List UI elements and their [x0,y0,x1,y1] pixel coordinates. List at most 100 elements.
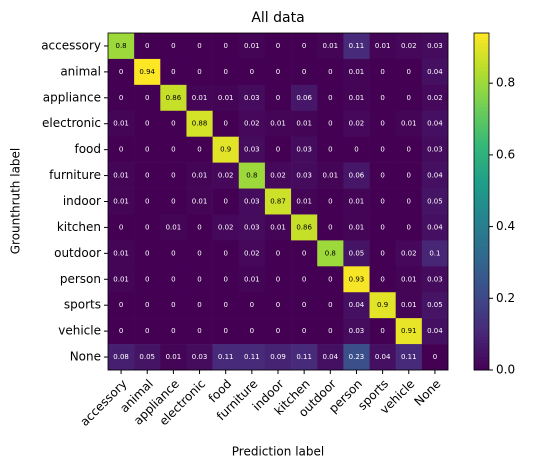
cell-label: 0 [171,68,175,76]
cell [134,292,161,319]
cell-label: 0.93 [349,275,365,283]
cell [186,110,213,137]
cell [238,84,266,112]
colorbar-tick-label: 0.4 [496,219,515,233]
colorbar-segment [474,305,489,310]
colorbar-segment [474,275,489,280]
cell-label: 0.01 [166,223,182,231]
colorbar-segment [474,221,489,226]
cell-label: 0.02 [401,42,417,50]
cell [212,84,240,112]
colorbar-segment [474,113,489,118]
cell-label: 0 [171,327,175,335]
cell [238,162,266,189]
cell-label: 0.01 [192,94,208,102]
y-tick-label: kitchen [57,220,101,234]
cell-label: 0 [276,42,280,50]
cell-label: 0.02 [427,94,443,102]
cell-label: 0 [407,223,411,231]
cell [291,33,318,60]
cell [186,84,213,112]
cell [291,318,318,345]
y-tick-label: appliance [43,90,101,104]
cell-label: 0.06 [296,94,312,102]
cell-label: 0 [276,68,280,76]
cell [317,136,344,163]
cell-label: 0 [302,301,306,309]
cell [395,214,423,241]
cell-label: 0 [223,301,227,309]
cell [264,344,292,371]
colorbar-segment [474,107,489,112]
cell-label: 0 [250,301,254,309]
cell [212,266,240,293]
cell-label: 0.01 [349,223,365,231]
y-tick-label: None [70,350,101,364]
colorbar-segment [474,312,489,317]
cell [369,292,396,319]
cell [264,162,292,189]
colorbar-segment [474,134,489,138]
y-tick-label: accessory [41,38,101,52]
cell [134,136,161,163]
cell [134,240,161,267]
cell [134,162,161,189]
colorbar-segment [474,164,489,169]
colorbar-segment [474,322,489,327]
colorbar-segment [474,43,489,47]
cell-label: 0.01 [401,275,417,283]
cell-label: 0.01 [349,198,365,206]
colorbar-segment [474,363,489,368]
cell-label: 0 [197,42,201,50]
cell [369,240,396,267]
colorbar-segment [474,265,489,270]
cell-label: 0 [223,68,227,76]
y-tick-label: outdoor [54,246,101,260]
cell [369,110,396,137]
colorbar-segment [474,214,489,219]
cell [134,33,161,60]
cell-label: 0.03 [244,198,260,206]
cell-label: 0 [171,172,175,180]
cell-label: 0.01 [113,120,129,128]
colorbar-segment [474,157,489,162]
cell-label: 0 [380,172,384,180]
cell-label: 0 [380,120,384,128]
cell-label: 0.9 [377,301,388,309]
cell-label: 0.11 [401,353,417,361]
cell [421,318,449,345]
cell [317,240,344,267]
colorbar-segment [474,309,489,314]
cell [395,188,423,215]
cell [421,240,449,267]
colorbar-segment [474,235,489,240]
cell [317,344,344,371]
cell [108,136,135,163]
cell [421,33,449,60]
colorbar-segment [474,66,489,71]
cell [212,162,240,189]
colorbar-segment [474,349,489,354]
cell [264,33,292,60]
cell [291,292,318,319]
cell [291,214,318,241]
cell [134,344,161,371]
cell [134,58,161,86]
colorbar-segment [474,211,489,216]
colorbar-segment [474,238,489,243]
y-tick-label: animal [60,64,101,78]
cell [212,33,240,60]
cell [160,214,187,241]
cell [291,136,318,163]
cell-label: 0 [145,172,149,180]
cell [108,58,135,86]
colorbar-segment [474,316,489,320]
cell-label: 0 [380,249,384,257]
cell [291,240,318,267]
cell [134,188,161,215]
cell [291,162,318,189]
colorbar-segment [474,56,489,61]
cell [212,292,240,319]
cell-label: 0 [433,353,437,361]
